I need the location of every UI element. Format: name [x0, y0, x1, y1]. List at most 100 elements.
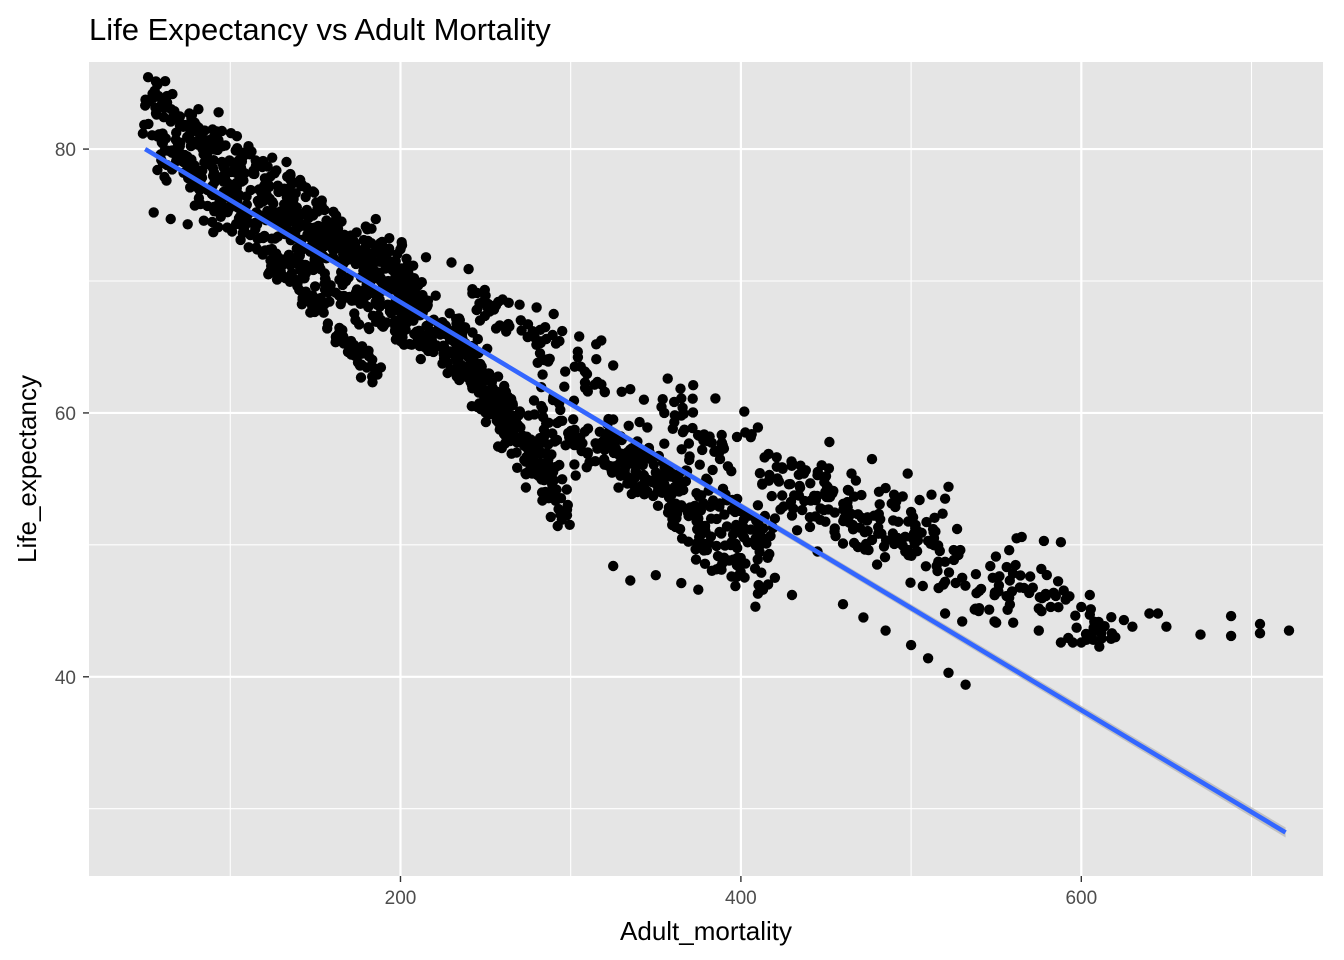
- data-point: [374, 294, 385, 305]
- data-point: [752, 422, 764, 433]
- data-point: [692, 524, 703, 535]
- data-point: [677, 427, 689, 438]
- data-point: [719, 509, 730, 520]
- data-point: [752, 554, 763, 565]
- data-point: [659, 438, 670, 449]
- data-point: [1023, 587, 1035, 599]
- data-point: [442, 367, 453, 379]
- x-axis-title: Adult_mortality: [620, 916, 792, 946]
- data-point: [330, 337, 341, 348]
- data-point: [644, 453, 655, 464]
- data-point: [754, 468, 766, 479]
- data-point: [470, 374, 482, 386]
- data-point: [502, 431, 513, 442]
- data-point: [152, 164, 163, 176]
- data-point: [689, 500, 700, 512]
- data-point: [171, 155, 182, 166]
- data-point: [480, 416, 492, 428]
- data-point: [638, 469, 649, 481]
- data-point: [428, 339, 439, 350]
- data-point: [358, 265, 369, 276]
- data-point: [581, 462, 592, 473]
- y-tick-label: 40: [55, 668, 76, 689]
- data-point: [315, 263, 326, 275]
- data-point: [592, 443, 603, 454]
- data-point: [488, 304, 500, 315]
- data-point: [810, 511, 821, 522]
- data-point: [837, 538, 849, 549]
- data-point: [659, 479, 670, 490]
- data-point: [352, 245, 364, 256]
- data-point: [866, 453, 878, 465]
- data-point: [376, 315, 387, 326]
- data-point: [667, 519, 678, 531]
- data-point: [494, 320, 505, 331]
- data-point: [271, 274, 283, 285]
- data-point: [769, 572, 781, 583]
- data-point: [1006, 586, 1018, 597]
- data-point: [191, 120, 202, 131]
- data-point: [675, 383, 686, 394]
- data-point: [791, 525, 803, 536]
- data-point: [922, 535, 934, 547]
- data-point: [937, 508, 948, 519]
- data-point: [157, 97, 168, 109]
- data-point: [309, 281, 321, 292]
- data-point: [500, 391, 511, 402]
- data-point: [528, 395, 540, 406]
- data-point: [762, 552, 773, 563]
- data-point: [933, 582, 944, 594]
- data-point: [1053, 602, 1064, 613]
- data-point: [795, 460, 806, 471]
- data-point: [880, 482, 891, 494]
- data-point: [598, 435, 609, 446]
- data-point: [414, 340, 425, 352]
- data-point: [231, 168, 243, 179]
- data-point: [174, 112, 185, 123]
- data-point: [823, 463, 835, 474]
- data-point: [738, 522, 749, 533]
- data-point: [222, 222, 233, 233]
- data-point: [477, 368, 488, 379]
- data-point: [650, 570, 661, 581]
- data-point: [921, 516, 932, 528]
- data-point: [574, 331, 585, 342]
- data-point: [472, 333, 483, 345]
- data-point: [1096, 633, 1107, 644]
- data-point: [466, 361, 477, 372]
- data-point: [280, 273, 291, 284]
- data-point: [984, 604, 995, 615]
- data-point: [696, 490, 707, 501]
- data-point: [1088, 634, 1099, 645]
- data-point: [629, 458, 640, 469]
- data-point: [282, 188, 294, 200]
- data-point: [599, 386, 610, 397]
- data-point: [448, 335, 459, 347]
- data-point: [547, 428, 558, 439]
- data-point: [858, 612, 869, 623]
- data-point: [804, 521, 816, 533]
- data-point: [874, 499, 885, 510]
- data-point: [511, 432, 522, 443]
- data-point: [711, 564, 722, 575]
- data-point: [1067, 637, 1079, 648]
- data-point: [662, 373, 673, 384]
- data-point: [723, 555, 735, 566]
- data-point: [667, 423, 678, 434]
- data-point: [939, 608, 951, 619]
- data-point: [714, 453, 726, 465]
- data-point: [943, 567, 955, 578]
- data-point: [570, 470, 581, 481]
- data-point: [739, 406, 750, 417]
- data-point: [156, 137, 167, 148]
- data-point: [263, 244, 275, 255]
- data-point: [960, 679, 971, 690]
- data-point: [527, 459, 538, 470]
- data-point: [905, 577, 916, 588]
- data-point: [497, 294, 508, 305]
- data-point: [209, 201, 220, 212]
- data-point: [613, 482, 624, 493]
- data-point: [726, 537, 737, 548]
- data-point: [159, 145, 170, 156]
